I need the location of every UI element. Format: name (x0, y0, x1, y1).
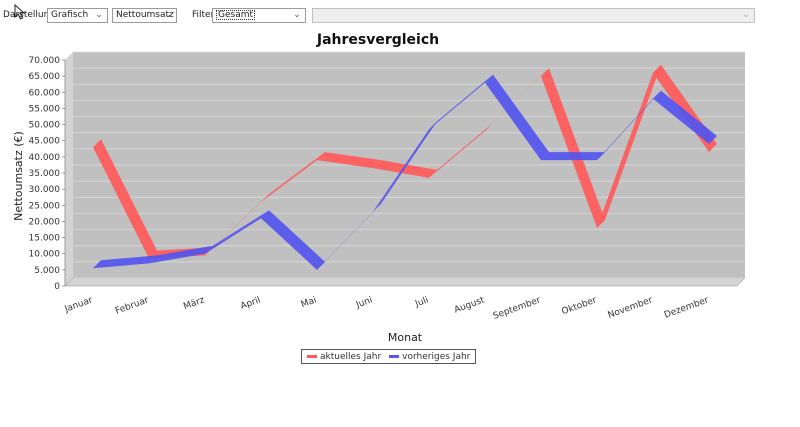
x-axis-label: Monat (388, 331, 423, 344)
chevron-down-icon[interactable]: ⌄ (293, 10, 301, 20)
measure-select[interactable]: Nettoumsatz ⌄ (112, 8, 177, 23)
series-segment (261, 210, 325, 270)
legend-swatch-current (307, 355, 317, 358)
x-tick-label: Mai (300, 295, 318, 310)
mouse-cursor-icon (14, 4, 26, 20)
series-segment (485, 74, 549, 161)
x-tick-label: Februar (114, 295, 150, 316)
series-segment (485, 68, 549, 132)
series-segment (597, 64, 661, 228)
x-tick-label: Januar (63, 295, 95, 315)
filter-select-value: Gesamt (216, 10, 256, 20)
x-tick-label: August (453, 295, 486, 315)
darstellung-select[interactable]: Grafisch ⌄ (47, 8, 108, 23)
series-segment (373, 160, 437, 178)
y-tick-label: 60.000 (29, 88, 61, 98)
y-tick-label: 5.000 (34, 266, 60, 276)
filter-detail-select[interactable]: ⌄ (312, 8, 755, 23)
chevron-down-icon[interactable]: ⌄ (95, 10, 103, 20)
y-tick-label: 10.000 (29, 250, 61, 260)
series-segment (205, 194, 269, 256)
y-tick-label: 0 (54, 282, 60, 292)
measure-select-value: Nettoumsatz (116, 10, 174, 20)
x-tick-label: April (239, 295, 262, 311)
filter-select[interactable]: Gesamt ⌄ (212, 8, 306, 23)
plot-floor (64, 277, 746, 287)
chart-title: Jahresvergleich (316, 32, 439, 48)
darstellung-label: Darstellung (3, 10, 56, 20)
y-tick-label: 25.000 (29, 201, 61, 211)
plot-left-wall (65, 52, 73, 286)
series-segment (261, 152, 325, 203)
series-segment (205, 210, 269, 254)
x-tick-label: Juli (413, 295, 430, 309)
series-segment (317, 203, 381, 270)
x-tick-label: Juni (354, 295, 374, 310)
series-segment (597, 90, 661, 161)
legend-label-previous: vorheriges Jahr (402, 351, 471, 362)
filter-label: Filter (192, 10, 215, 20)
y-tick-label: 40.000 (29, 153, 61, 163)
chart-legend: aktuelles Jahr vorheriges Jahr (301, 349, 477, 364)
legend-label-current: aktuelles Jahr (320, 351, 382, 362)
x-axis: Januar Februar März April Mai Juni Juli August S… (63, 295, 711, 322)
series-segment (429, 74, 493, 130)
y-tick-label: 70.000 (29, 56, 61, 66)
chevron-down-icon[interactable]: ⌄ (164, 10, 172, 20)
x-tick-label: März (182, 295, 206, 312)
legend-swatch-previous (389, 355, 400, 358)
x-tick-label: Dezember (663, 295, 710, 320)
series-group (93, 64, 717, 270)
legend-item-previous: vorheriges Jahr (389, 352, 470, 362)
series-segment (317, 152, 381, 169)
series-segment (93, 139, 157, 259)
x-tick-label: November (607, 295, 655, 321)
series-segment (373, 121, 437, 212)
series-segment (653, 90, 717, 144)
chevron-down-icon[interactable]: ⌄ (742, 10, 750, 20)
y-tick-label: 55.000 (29, 104, 61, 114)
series-segment (93, 255, 157, 269)
y-tick-label: 15.000 (29, 234, 61, 244)
darstellung-select-value: Grafisch (51, 10, 89, 20)
series-current-year (93, 64, 717, 259)
y-axis-label: Nettoumsatz (€) (12, 131, 25, 221)
x-tick-label: Oktober (561, 295, 599, 317)
y-tick-label: 50.000 (29, 121, 61, 131)
series-previous-year (93, 74, 717, 270)
y-tick-label: 35.000 (29, 169, 61, 179)
y-tick-label: 65.000 (29, 72, 61, 82)
y-axis: 0 5.000 10.000 15.000 20.000 25.000 30.000 35.0… (29, 56, 66, 292)
y-tick-label: 30.000 (29, 185, 61, 195)
series-segment (541, 152, 605, 161)
y-tick-label: 20.000 (29, 217, 61, 227)
series-segment (149, 245, 213, 264)
x-tick-label: September (492, 295, 542, 322)
y-tick-label: 45.000 (29, 137, 61, 147)
series-segment (541, 68, 605, 228)
legend-item-current: aktuelles Jahr (307, 352, 381, 362)
series-segment (429, 123, 493, 178)
